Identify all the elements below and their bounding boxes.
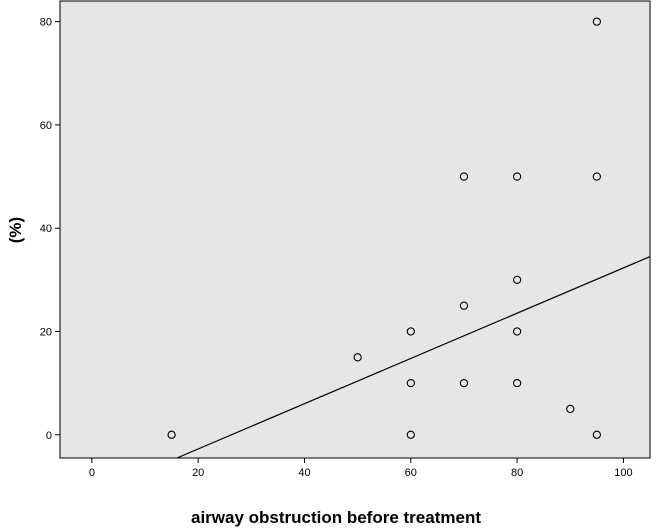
y-axis-title: (%): [6, 217, 25, 243]
data-point: [459, 301, 469, 310]
x-tick-label: 100: [614, 467, 632, 479]
y-tick-label: 20: [40, 326, 52, 338]
data-point: [406, 327, 415, 336]
data-point: [512, 327, 522, 336]
x-tick-label: 0: [89, 467, 95, 479]
data-point: [512, 275, 522, 284]
y-tick-label: 0: [46, 430, 52, 442]
y-tick-label: 60: [40, 120, 52, 132]
data-point: [406, 378, 415, 388]
data-point: [592, 172, 601, 181]
x-tick-label: 40: [298, 467, 310, 479]
data-points: [167, 17, 601, 439]
data-point: [512, 172, 522, 181]
y-tick-label: 80: [40, 17, 52, 29]
data-point: [353, 353, 362, 362]
data-point: [566, 404, 575, 414]
data-point: [459, 172, 469, 181]
data-point: [512, 378, 522, 388]
data-point: [167, 430, 176, 439]
data-point: [592, 430, 601, 439]
x-axis-title: airway obstruction before treatment: [191, 508, 481, 527]
data-point: [459, 378, 469, 388]
data-point: [592, 17, 601, 26]
x-axis: 0 20 40 60 80 100: [89, 458, 633, 479]
regression-line: [176, 256, 651, 459]
y-axis: 0 20 40 60 80: [40, 17, 60, 442]
y-tick-label: 40: [40, 223, 52, 235]
x-tick-label: 20: [192, 467, 204, 479]
x-tick-label: 80: [511, 467, 523, 479]
x-tick-label: 60: [405, 467, 417, 479]
data-point: [406, 430, 415, 439]
plot-area: [59, 0, 651, 459]
